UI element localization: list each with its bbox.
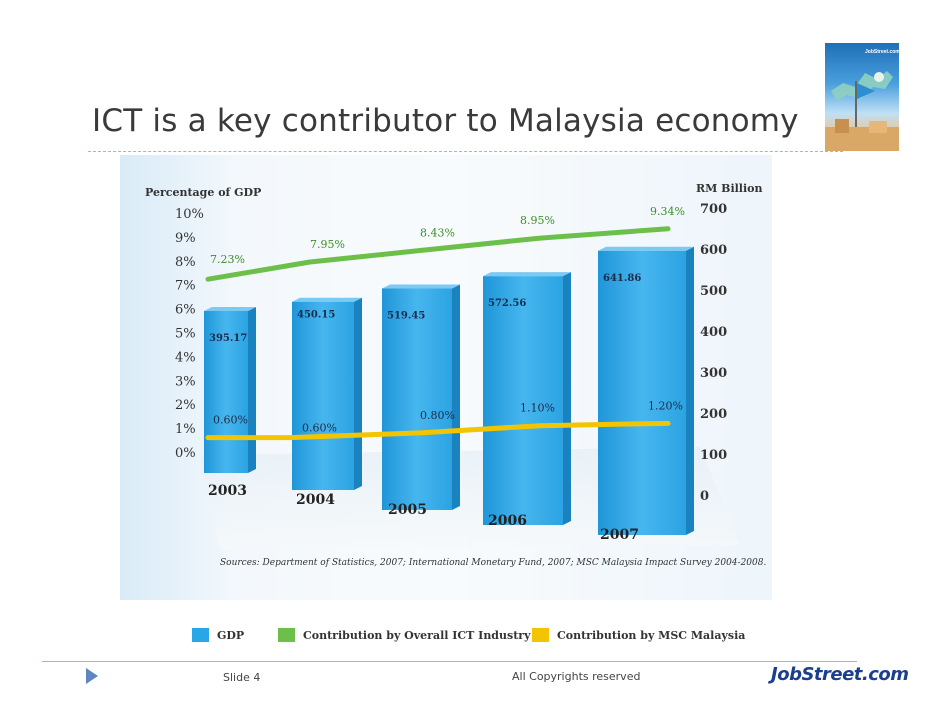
right-axis-tick: 400 [700,325,727,340]
line-value-label: 1.10% [520,402,555,415]
line-value-label: 9.34% [650,205,685,218]
bar-value-label: 395.17 [209,333,247,344]
bar-top [204,306,256,311]
right-axis-tick: 600 [700,243,727,258]
line-value-label: 0.80% [420,409,455,422]
left-axis-tick: 4% [175,350,196,365]
category-label: 2007 [600,527,639,543]
bar-side [452,284,460,510]
bar-top [483,272,571,277]
line-value-label: 1.20% [648,399,683,412]
line-value-label: 8.95% [520,214,555,227]
left-axis-tick: 10% [175,207,204,222]
source-note: Sources: Department of Statistics, 2007;… [220,558,766,568]
chart: Percentage of GDP RM Billion 0% 1% 2% 3% 4% 5… [145,182,766,568]
right-axis-tick: 700 [700,202,727,217]
left-axis-tick: 3% [175,374,196,389]
legend-swatch-msc [532,628,549,642]
bar-side [248,306,256,473]
right-axis-tick: 100 [700,448,727,463]
left-axis-tick: 5% [175,327,196,342]
bar-top [382,284,460,289]
chart-panel: Percentage of GDP RM Billion 0% 1% 2% 3% 4% 5… [120,155,772,600]
line-value-label: 7.95% [310,238,345,251]
bar [483,276,563,525]
right-axis-label: RM Billion [696,182,763,195]
bar-value-label: 641.86 [603,273,641,284]
bar [292,301,354,490]
left-axis-tick: 6% [175,303,196,318]
brand-logo: JobStreet.com [771,664,909,685]
legend-swatch-ict [278,628,295,642]
right-axis-tick: 0 [700,489,709,504]
title-divider [88,151,843,152]
bar-top [598,246,694,251]
bar-side [354,297,362,490]
legend-item-ict: Contribution by Overall ICT Industry [278,628,530,642]
slide-title: ICT is a key contributor to Malaysia eco… [92,103,799,139]
footer-divider [42,661,857,662]
legend-label-gdp: GDP [217,628,245,642]
line-value-label: 8.43% [420,227,455,240]
left-axis-tick: 1% [175,422,196,437]
category-label: 2005 [388,502,427,518]
bar [598,250,686,535]
left-axis-tick: 2% [175,398,196,413]
legend-label-msc: Contribution by MSC Malaysia [557,628,746,642]
line-value-label: 0.60% [302,422,337,435]
legend-item-gdp: GDP [192,628,244,642]
legend-swatch-gdp [192,628,209,642]
bar-side [563,272,571,525]
play-arrow-icon [86,668,98,684]
category-label: 2006 [488,513,527,529]
left-axis-tick: 9% [175,231,196,246]
bar [382,288,452,510]
bar-side [686,246,694,535]
bar-value-label: 450.15 [297,310,335,321]
line-value-label: 7.23% [210,253,245,266]
bar [204,310,248,473]
copyright-text: All Copyrights reserved [512,670,641,683]
legend-item-msc: Contribution by MSC Malaysia [532,628,745,642]
legend-label-ict: Contribution by Overall ICT Industry [303,628,531,642]
corner-illustration: JobStreet.com [825,43,899,151]
slide-number: Slide 4 [223,671,261,684]
right-axis-tick: 200 [700,407,727,422]
svg-text:JobStreet.com: JobStreet.com [865,49,899,55]
category-label: 2003 [208,483,247,499]
line-value-label: 0.60% [213,414,248,427]
category-label: 2004 [296,492,335,508]
left-axis-tick: 0% [175,446,196,461]
right-axis-tick: 300 [700,366,727,381]
left-axis-tick: 8% [175,255,196,270]
bar-value-label: 572.56 [488,298,526,309]
bar-top [292,297,362,302]
left-axis-label: Percentage of GDP [145,186,261,199]
right-axis-tick: 500 [700,284,727,299]
bar-value-label: 519.45 [387,311,425,322]
left-axis-tick: 7% [175,279,196,294]
